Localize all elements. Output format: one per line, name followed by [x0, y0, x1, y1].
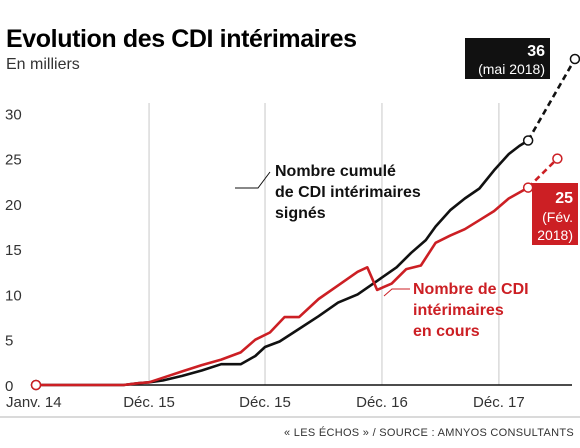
y-tick-label: 20: [5, 197, 22, 214]
y-tick-label: 10: [5, 287, 22, 304]
series-projection-1: [527, 157, 559, 189]
y-tick-label: 15: [5, 242, 22, 259]
x-tick-label: Déc. 15: [239, 394, 291, 411]
x-tick-label: Déc. 16: [356, 394, 408, 411]
series-projection-0: [526, 58, 577, 142]
grid-lines: [148, 103, 500, 385]
series-line-1: [36, 186, 529, 387]
series-0-point-1: [522, 135, 534, 146]
y-tick-label: 5: [5, 333, 13, 350]
y-tick-label: 0: [5, 378, 13, 395]
x-tick-label: Déc. 17: [473, 394, 525, 411]
cumulative-end-date: (mai 2018): [478, 61, 545, 77]
chart-title: Evolution des CDI intérimaires: [6, 25, 357, 53]
cumulative-label-line-2: de CDI intérimaires: [275, 184, 421, 201]
current-end-date-line-1: (Fév.: [542, 209, 573, 225]
current-end-date-line-2: 2018): [537, 227, 573, 243]
cumulative-label-line-1: Nombre cumulé: [275, 163, 396, 180]
x-tick-label: Déc. 15: [123, 394, 175, 411]
chart-subtitle: En milliers: [6, 56, 80, 73]
cumulative-label-line-3: signés: [275, 205, 326, 222]
x-axis-ticks: Janv. 14 Déc. 15 Déc. 15 Déc. 16 Déc. 17: [6, 394, 525, 411]
current-label-leader: [383, 288, 410, 297]
series-1-point-1: [522, 182, 534, 193]
x-tick-label: Janv. 14: [6, 394, 62, 411]
current-end-badge: [532, 183, 578, 245]
source-note: « LES ÉCHOS » / SOURCE : AMNYOS CONSULTA…: [284, 426, 574, 439]
cumulative-end-value: 36: [527, 43, 545, 60]
current-end-value: 25: [555, 190, 573, 207]
current-label-line-3: en cours: [413, 323, 480, 340]
y-axis-ticks: 0 5 10 15 20 25 30: [5, 106, 22, 395]
series-1-point-0: [30, 379, 42, 391]
current-label-line-1: Nombre de CDI: [413, 281, 529, 298]
series-0-point-2: [569, 53, 580, 65]
y-tick-label: 30: [5, 106, 22, 123]
y-tick-label: 25: [5, 152, 22, 169]
series-layer: [30, 53, 580, 391]
current-label-line-2: intérimaires: [413, 302, 504, 319]
series-1-point-2: [552, 153, 563, 164]
cumulative-end-badge: [465, 38, 550, 79]
cumulative-label-leader: [235, 171, 271, 189]
